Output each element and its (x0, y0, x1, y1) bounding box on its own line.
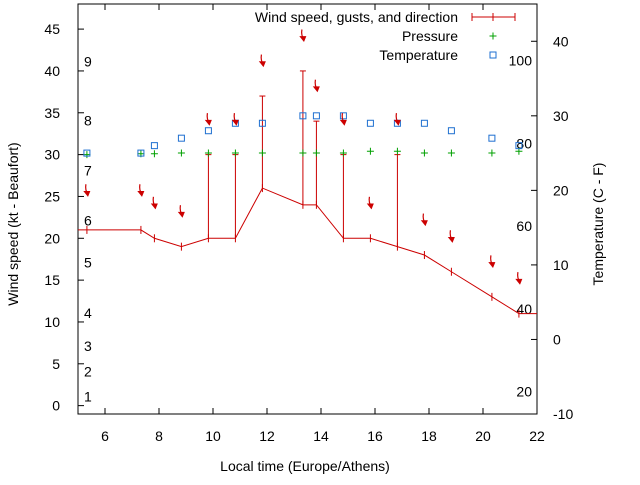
y2-tick-label: 20 (553, 182, 569, 198)
temperature-point (258, 119, 266, 127)
y-tick-label: 40 (44, 63, 60, 79)
temperature-point (420, 119, 428, 127)
x-tick-label: 20 (475, 428, 491, 444)
x-tick-label: 12 (259, 428, 275, 444)
y-tick-label: 10 (44, 314, 60, 330)
temperature-point (312, 112, 320, 120)
x-tick-label: 6 (101, 428, 109, 444)
wind-direction-arrowhead (137, 190, 145, 197)
fahrenheit-label: 100 (509, 53, 533, 69)
y-tick-label: 20 (44, 230, 60, 246)
fahrenheit-label: 60 (516, 218, 532, 234)
plot-frame (77, 3, 538, 415)
x-tick-label: 8 (155, 428, 163, 444)
y-tick-label: 30 (44, 147, 60, 163)
legend-temperature-marker (489, 51, 497, 59)
wind-direction-arrowhead (150, 203, 158, 210)
pressure-point (204, 149, 212, 157)
pressure-point (258, 149, 266, 157)
x-tick-label: 16 (367, 428, 383, 444)
y-tick-label: 5 (52, 356, 60, 372)
x-tick-label: 10 (205, 428, 221, 444)
y2-axis-label: Temperature (C - F) (590, 163, 606, 286)
pressure-point (366, 147, 374, 155)
y-tick-label: 45 (44, 21, 60, 37)
beaufort-label: 1 (84, 388, 92, 404)
x-axis-label: Local time (Europe/Athens) (220, 458, 390, 474)
temperature-point (339, 112, 347, 120)
wind-direction-arrowhead (447, 236, 455, 243)
temperature-point (204, 127, 212, 135)
pressure-point (420, 149, 428, 157)
y-tick-label: 15 (44, 272, 60, 288)
wind-direction-arrowhead (366, 203, 374, 210)
pressure-point (299, 149, 307, 157)
fahrenheit-label: 80 (516, 135, 532, 151)
fahrenheit-label: 20 (516, 384, 532, 400)
wind-direction-arrowhead (515, 278, 523, 285)
x-tick-label: 18 (421, 428, 437, 444)
pressure-point (447, 149, 455, 157)
temperature-point (137, 149, 145, 157)
temperature-point (83, 149, 91, 157)
pressure-point (231, 149, 239, 157)
beaufort-label: 8 (84, 112, 92, 128)
temperature-point (488, 134, 496, 142)
y-tick-label: 25 (44, 188, 60, 204)
wind-speed-line (78, 187, 537, 315)
temperature-point (515, 142, 523, 150)
y2-tick-label: 40 (553, 33, 569, 49)
wind-direction-arrowhead (177, 211, 185, 218)
pressure-point (393, 147, 401, 155)
temperature-point (150, 142, 158, 150)
wind-direction-arrowhead (312, 86, 320, 93)
y2-tick-label: -10 (553, 406, 573, 422)
wind-direction-arrowhead (488, 262, 496, 268)
wind-direction-arrowhead (339, 119, 347, 126)
y-tick-label: 35 (44, 105, 60, 121)
temperature-point (299, 112, 307, 120)
wind-direction-arrowhead (231, 119, 239, 126)
beaufort-label: 9 (84, 54, 92, 70)
wind-direction-arrowhead (204, 119, 212, 126)
x-tick-label: 22 (529, 428, 545, 444)
beaufort-label: 5 (84, 255, 92, 271)
legend-pressure-marker (489, 32, 497, 40)
wind-direction-arrowhead (393, 119, 401, 126)
pressure-point (488, 149, 496, 157)
beaufort-label: 6 (84, 213, 92, 229)
wind-direction-arrowhead (299, 36, 307, 43)
legend-label: Temperature (379, 47, 458, 63)
pressure-point (177, 149, 185, 157)
wind-direction-arrowhead (258, 61, 266, 68)
y-tick-label: 0 (52, 398, 60, 414)
beaufort-label: 2 (84, 363, 92, 379)
pressure-point (150, 150, 158, 158)
temperature-point (177, 134, 185, 142)
y2-tick-label: 0 (553, 331, 561, 347)
x-tick-label: 14 (313, 428, 329, 444)
pressure-point (312, 149, 320, 157)
temperature-point (447, 127, 455, 135)
fahrenheit-label: 40 (516, 301, 532, 317)
legend-label: Pressure (402, 28, 458, 44)
beaufort-label: 7 (84, 163, 92, 179)
pressure-point (83, 151, 91, 159)
beaufort-label: 4 (84, 305, 92, 321)
y2-tick-label: 30 (553, 108, 569, 124)
pressure-point (339, 149, 347, 157)
wind-direction-arrowhead (420, 220, 428, 227)
wind-direction-arrowhead (83, 190, 91, 197)
temperature-point (366, 119, 374, 127)
y2-tick-label: 10 (553, 257, 569, 273)
y-axis-label: Wind speed (kt - Beaufort) (5, 142, 21, 305)
beaufort-label: 3 (84, 338, 92, 354)
legend-label: Wind speed, gusts, and direction (255, 9, 458, 25)
